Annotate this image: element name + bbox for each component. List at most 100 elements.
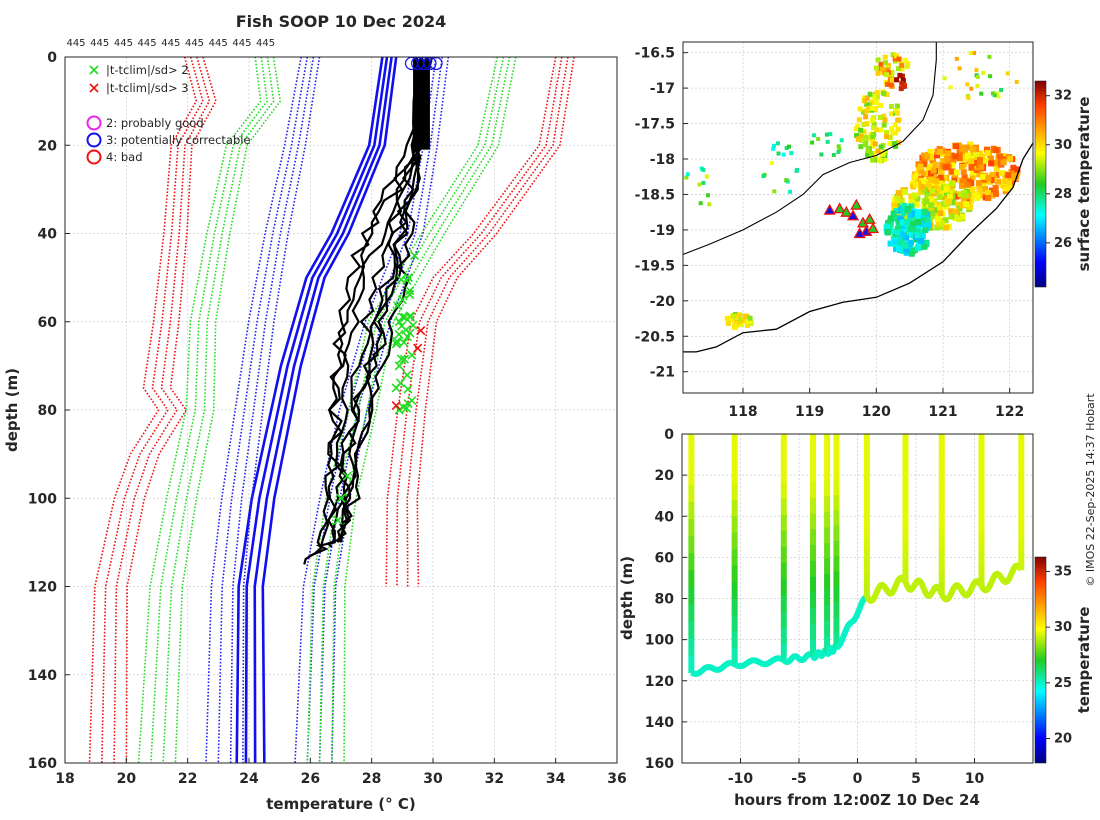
sst-cell (1014, 79, 1019, 84)
sst-cell (992, 184, 999, 191)
section-y-tick-label: 140 (645, 715, 674, 731)
sst-cell (956, 155, 963, 162)
section-cast-segment (1018, 501, 1025, 513)
sst-cell (864, 95, 870, 101)
section-cast-segment (833, 510, 840, 527)
flag-gt2sd-marker (333, 515, 343, 525)
sst-cell (855, 136, 861, 142)
section-cast-segment (780, 482, 787, 500)
top-count-label: 445 (185, 38, 204, 49)
section-cast-segment (938, 571, 945, 584)
section-cast-segment (902, 571, 909, 583)
sst-cell (865, 152, 871, 158)
sst-cell (1005, 71, 1010, 76)
section-cast-segment (780, 563, 787, 580)
map-cb-tick-label: 28 (1054, 187, 1072, 202)
section-cast-segment (810, 513, 817, 530)
sst-cell (975, 74, 980, 79)
clim-3sd-high-line (406, 57, 569, 587)
section-cast-segment (1018, 434, 1025, 445)
section-cast-segment (1018, 443, 1025, 454)
flag-gt2sd-marker (403, 384, 413, 394)
legend-label: 3: potentially correctable (106, 133, 251, 147)
sst-cell (985, 175, 992, 182)
sst-cell (901, 202, 908, 209)
sst-cell (881, 90, 887, 96)
section-cast-segment (780, 530, 787, 548)
profile-line (336, 57, 424, 543)
section-cast-segment (731, 499, 738, 517)
section-x-tick-label: -5 (791, 771, 807, 787)
map-y-tick-label: -21 (650, 365, 675, 381)
map-x-tick-label: 120 (862, 404, 891, 420)
section-grid (682, 433, 1033, 764)
profile-line (339, 57, 423, 543)
sst-cell (988, 160, 995, 167)
legend-marker (86, 115, 102, 131)
map-cb-tick-label: 30 (1054, 138, 1072, 153)
section-cast-segment (833, 571, 840, 588)
flag-gt2sd-marker (402, 332, 413, 342)
sst-cell (908, 250, 915, 257)
sst-cell (973, 166, 980, 173)
sst-cell (870, 94, 876, 100)
sst-cell (776, 151, 781, 156)
section-cast-segment (810, 497, 817, 514)
sst-cell (897, 72, 903, 78)
sst-cell (946, 198, 953, 205)
section-cast-segment (863, 492, 870, 505)
sst-cell (994, 91, 999, 96)
sst-cell (697, 182, 702, 187)
sst-cell (966, 95, 971, 100)
sst-cell (941, 175, 948, 182)
section-cast-segment (810, 576, 817, 594)
sst-cell (970, 169, 977, 176)
sst-cell (995, 178, 1002, 185)
sst-cell (988, 74, 993, 79)
sst-cell (871, 121, 877, 127)
flag-gt2sd-marker (398, 312, 408, 322)
sst-cell (949, 199, 956, 206)
sst-cell (858, 133, 864, 139)
section-colorbar (1034, 556, 1047, 764)
top-count-label: 445 (138, 38, 157, 49)
sst-cell (972, 163, 979, 170)
sst-cell (890, 210, 897, 217)
sst-cell (769, 160, 774, 165)
sst-cell (993, 147, 1000, 154)
sst-cell (876, 157, 882, 163)
section-trace-line (864, 574, 908, 604)
sst-cell (1000, 159, 1007, 166)
sst-cell (912, 181, 919, 188)
top-count-label: 445 (66, 38, 85, 49)
sst-cell (899, 73, 905, 79)
section-cast-segment (824, 449, 831, 466)
sst-cell (968, 158, 975, 165)
sst-cell (959, 202, 966, 209)
sst-cell (928, 154, 935, 161)
sst-cell (934, 152, 941, 159)
sst-cell (915, 218, 922, 225)
sst-cell (795, 167, 800, 172)
sst-cell (985, 195, 992, 202)
sst-cell (873, 127, 879, 133)
section-cast-segment (810, 529, 817, 546)
sst-cell (875, 70, 881, 76)
sst-cell (935, 220, 942, 227)
section-trace-line (733, 655, 786, 670)
section-cast-segment (902, 560, 909, 572)
ship-position-marker (863, 212, 876, 224)
x-tick-label: 36 (607, 771, 626, 787)
section-cast-segment (1018, 453, 1025, 464)
sst-cell (725, 320, 731, 326)
section-cast-segment (688, 502, 695, 520)
sst-cell (870, 117, 876, 123)
sst-cell (1002, 185, 1009, 192)
sst-cell (887, 240, 894, 247)
sst-cell (891, 204, 898, 211)
sst-cell (873, 105, 879, 111)
sst-cell (884, 92, 890, 98)
sst-cell (984, 178, 991, 185)
sst-cell (989, 192, 996, 199)
sst-cell (971, 159, 978, 166)
